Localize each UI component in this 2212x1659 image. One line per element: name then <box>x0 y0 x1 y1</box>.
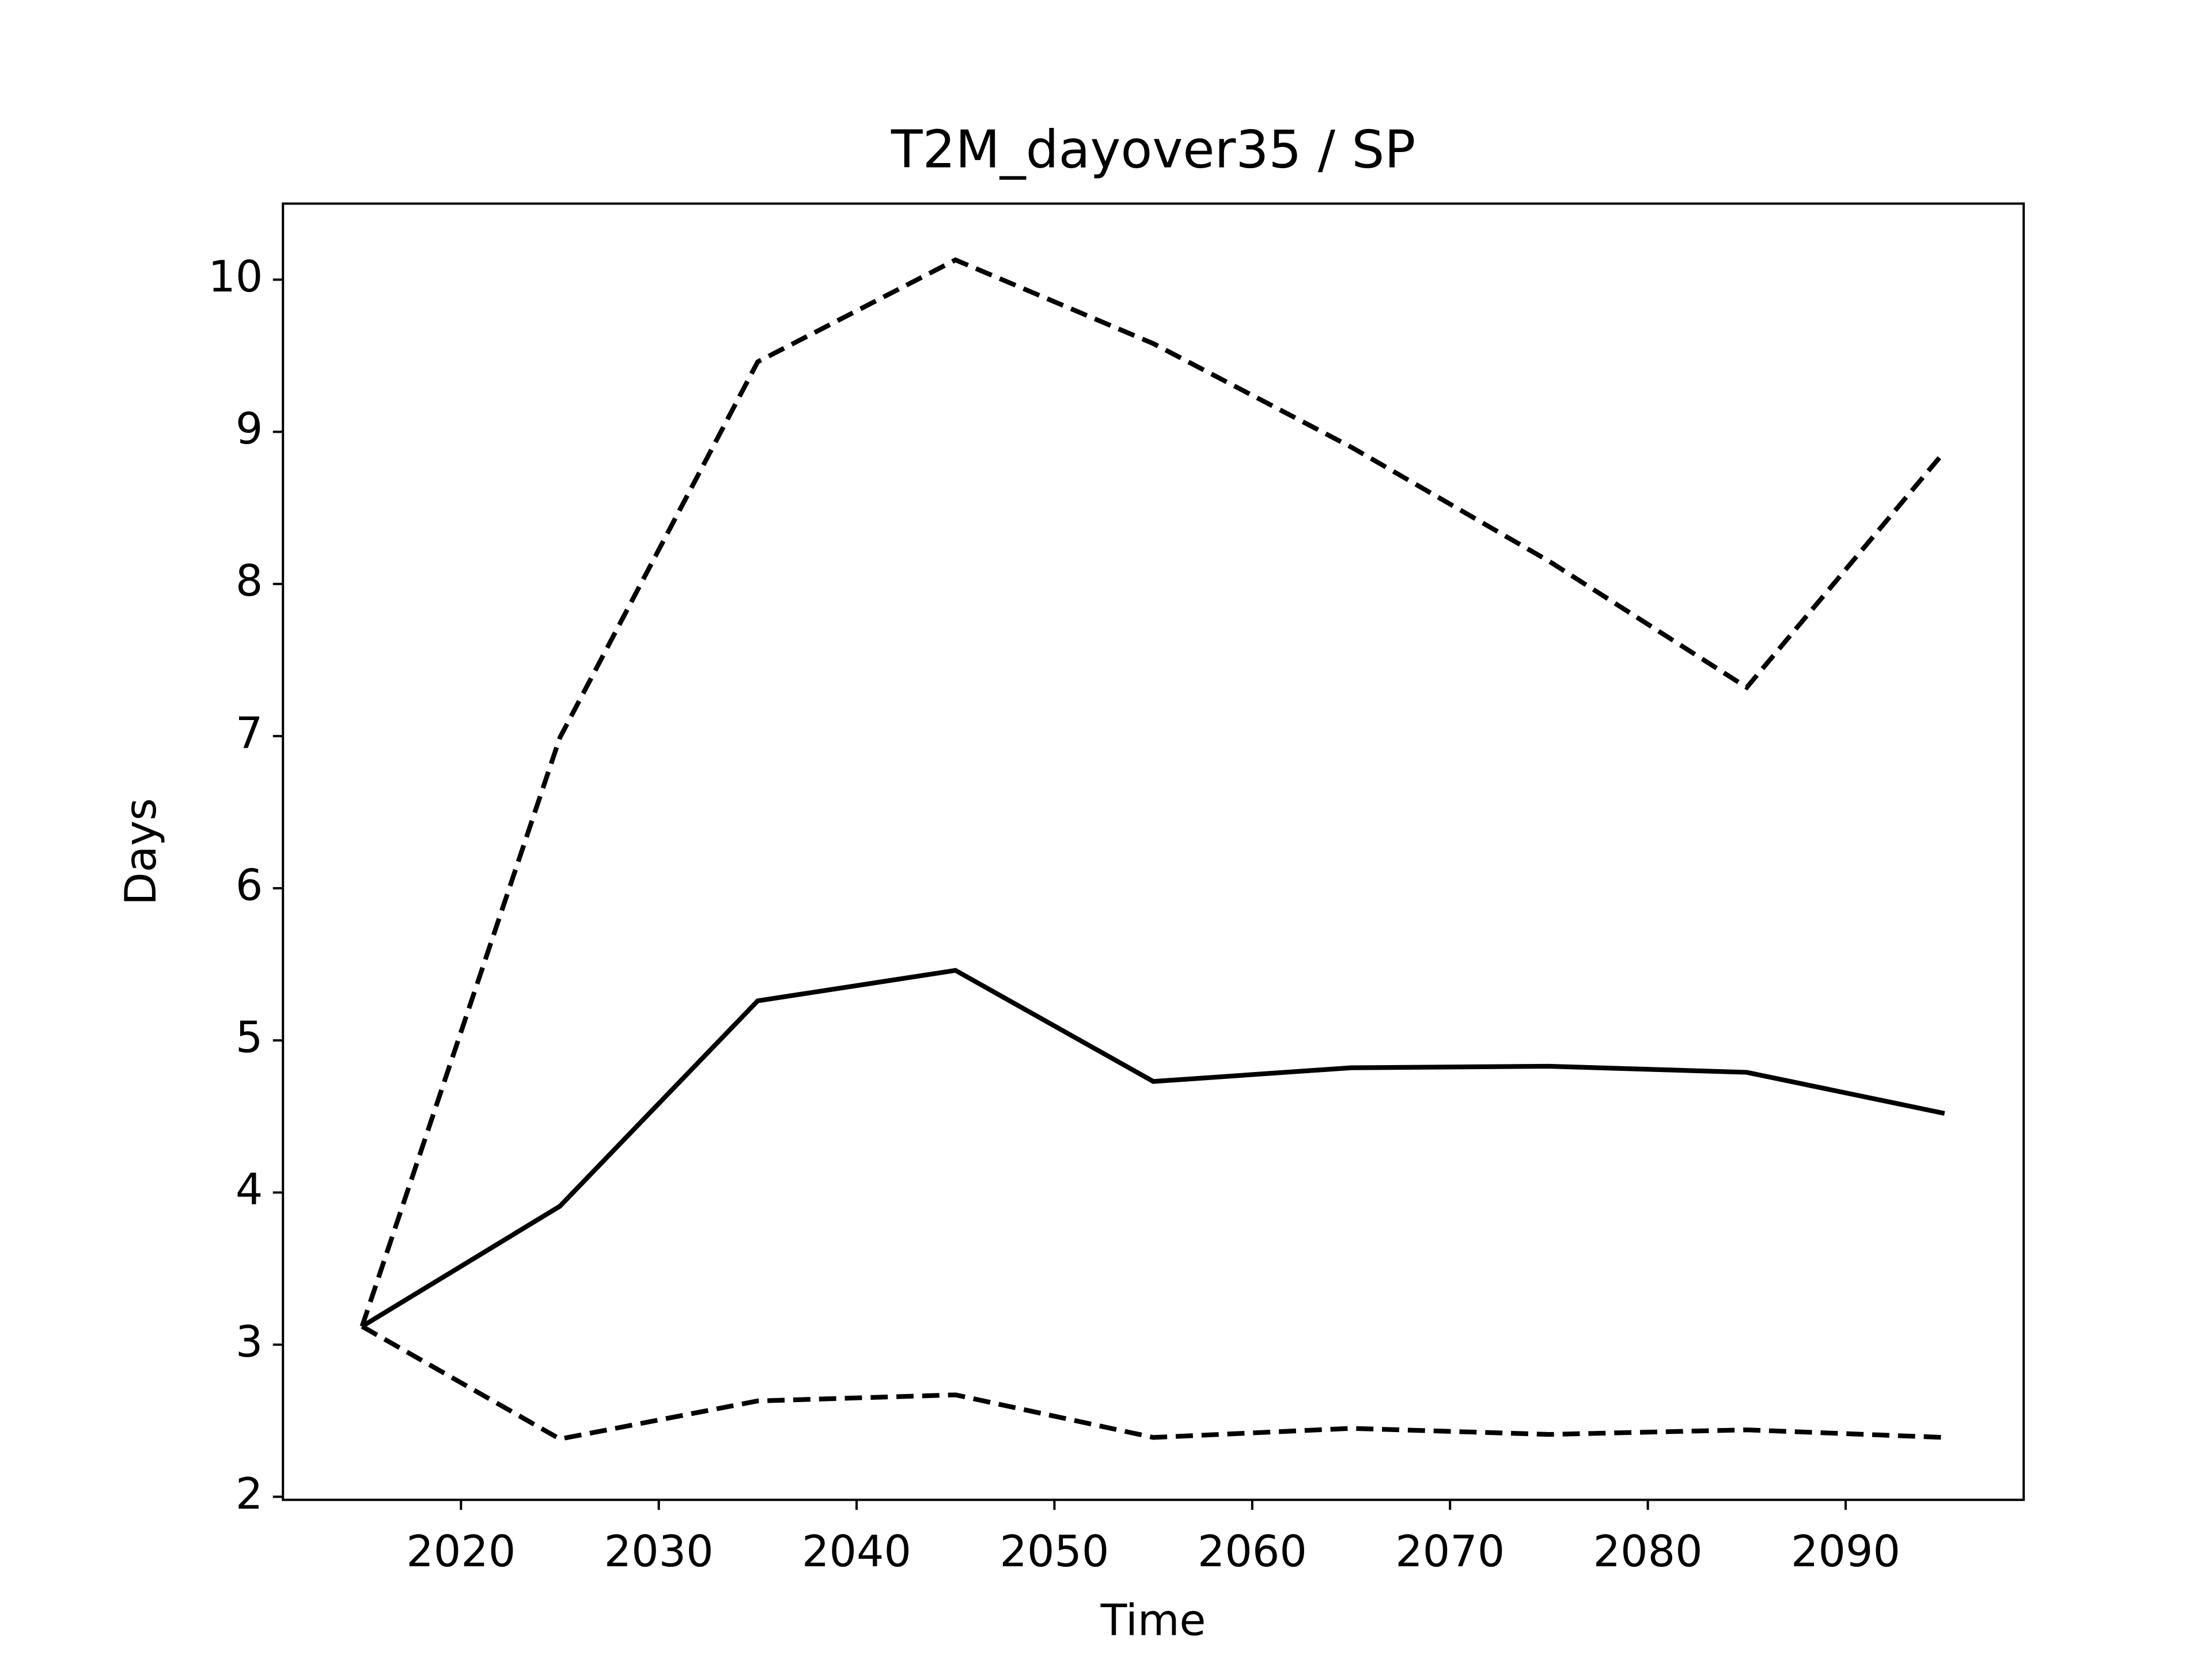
x-tick-label: 2030 <box>604 1527 714 1577</box>
line <box>359 257 1946 1327</box>
x-axis-label: Time <box>1100 1595 1206 1645</box>
y-tick-label: 10 <box>208 252 263 302</box>
x-tick-label: 2060 <box>1198 1527 1307 1577</box>
y-tick-label: 7 <box>236 708 263 758</box>
y-tick-label: 6 <box>236 860 263 910</box>
plot-frame <box>282 202 2025 1501</box>
x-tick-label: 2040 <box>802 1527 911 1577</box>
line <box>361 968 1945 1329</box>
x-tick-label: 2070 <box>1395 1527 1505 1577</box>
x-tick-label: 2020 <box>406 1527 516 1577</box>
x-tick-label: 2050 <box>999 1527 1109 1577</box>
y-tick-label: 3 <box>236 1317 263 1367</box>
y-tick-label: 4 <box>236 1165 263 1215</box>
y-tick-label: 2 <box>236 1469 263 1519</box>
y-tick-label: 8 <box>236 556 263 606</box>
x-tick-label: 2080 <box>1593 1527 1703 1577</box>
y-axis-label: Days <box>116 798 166 905</box>
y-tick-label: 5 <box>236 1013 263 1063</box>
x-tick-label: 2090 <box>1791 1527 1900 1577</box>
chart-title: T2M_dayover35 / SP <box>891 120 1416 180</box>
y-tick-label: 9 <box>236 404 263 454</box>
line <box>361 1324 1945 1442</box>
